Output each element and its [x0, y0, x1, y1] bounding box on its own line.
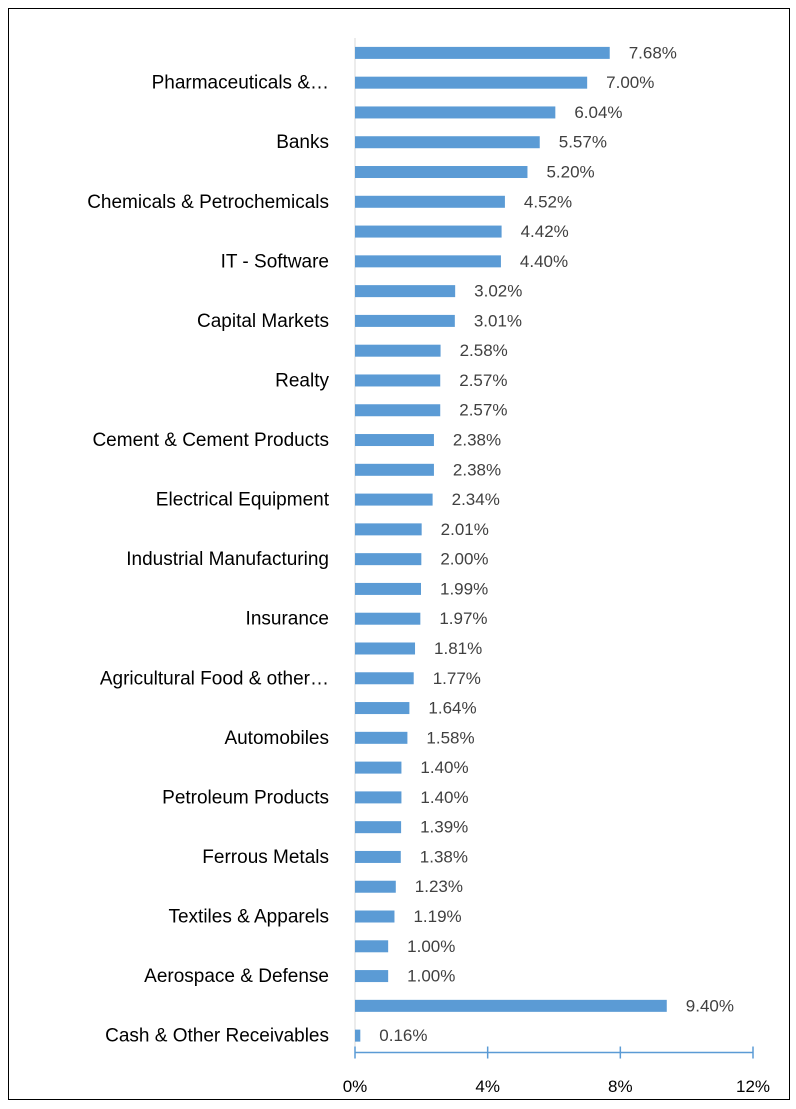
y-tick-label: Automobiles — [224, 728, 329, 749]
y-tick-label: Capital Markets — [197, 311, 329, 332]
value-label: 0.16% — [379, 1026, 427, 1045]
value-label: 1.23% — [415, 877, 463, 896]
value-label: 2.00% — [440, 550, 488, 569]
value-label: 2.01% — [441, 520, 489, 539]
value-label: 1.64% — [428, 699, 476, 718]
bar — [355, 374, 441, 387]
value-label: 7.00% — [606, 73, 654, 92]
x-tick-label: 8% — [608, 1077, 633, 1096]
value-label: 4.52% — [524, 192, 572, 211]
value-label: 9.40% — [686, 996, 734, 1015]
bar — [355, 672, 414, 685]
bar — [355, 612, 421, 625]
y-tick-label: Agricultural Food & other… — [100, 668, 329, 689]
bar — [355, 344, 441, 357]
bar — [355, 791, 402, 804]
bar — [355, 195, 505, 208]
value-label: 1.99% — [440, 579, 488, 598]
bar — [355, 404, 441, 417]
value-label: 1.81% — [434, 639, 482, 658]
value-label: 1.40% — [420, 758, 468, 777]
bar — [355, 314, 455, 327]
value-label: 3.01% — [474, 311, 522, 330]
bar — [355, 761, 402, 774]
value-label: 1.40% — [420, 788, 468, 807]
value-label: 1.39% — [420, 818, 468, 837]
value-label: 2.57% — [459, 401, 507, 420]
bar — [355, 523, 422, 536]
y-tick-label: Electrical Equipment — [156, 490, 330, 511]
bar — [355, 940, 389, 953]
bar — [355, 434, 434, 447]
bar — [355, 582, 422, 595]
x-tick-label: 12% — [736, 1077, 770, 1096]
value-label: 1.77% — [433, 669, 481, 688]
value-label: 5.20% — [546, 162, 594, 181]
bar — [355, 1029, 361, 1042]
value-label: 4.40% — [520, 252, 568, 271]
value-label: 6.04% — [574, 103, 622, 122]
bar — [355, 910, 395, 923]
value-label: 1.38% — [420, 847, 468, 866]
y-tick-label: Insurance — [246, 609, 329, 630]
bar — [355, 255, 501, 268]
y-tick-label: Cement & Cement Products — [92, 430, 329, 451]
value-label: 7.68% — [629, 43, 677, 62]
y-tick-label: Textiles & Apparels — [168, 907, 329, 928]
bar — [355, 225, 502, 238]
value-label: 2.57% — [459, 371, 507, 390]
value-label: 2.38% — [453, 460, 501, 479]
value-label: 3.02% — [474, 282, 522, 301]
y-tick-label: Ferrous Metals — [202, 847, 329, 868]
x-tick-label: 4% — [475, 1077, 500, 1096]
value-label: 1.00% — [407, 967, 455, 986]
y-tick-label: Industrial Manufacturing — [126, 549, 329, 570]
bar — [355, 136, 540, 149]
y-tick-label: IT - Software — [221, 251, 329, 272]
bar — [355, 999, 667, 1012]
bar — [355, 493, 433, 506]
bar — [355, 702, 410, 715]
y-tick-label: Banks — [276, 132, 329, 153]
value-label: 1.00% — [407, 937, 455, 956]
bar — [355, 285, 456, 298]
value-label: 2.34% — [452, 490, 500, 509]
y-tick-label: Realty — [275, 370, 329, 391]
value-label: 2.58% — [460, 341, 508, 360]
y-tick-label: Pharmaceuticals &… — [152, 73, 329, 94]
bar — [355, 642, 416, 655]
y-tick-label: Cash & Other Receivables — [105, 1026, 329, 1047]
x-tick-label: 0% — [343, 1077, 368, 1096]
bar — [355, 166, 528, 179]
value-label: 4.42% — [521, 222, 569, 241]
y-tick-label: Chemicals & Petrochemicals — [87, 192, 329, 213]
value-label: 2.38% — [453, 431, 501, 450]
value-label: 1.97% — [439, 609, 487, 628]
bar — [355, 463, 434, 476]
y-tick-label: Petroleum Products — [162, 787, 329, 808]
bar — [355, 850, 401, 863]
bar — [355, 880, 396, 893]
bar — [355, 553, 422, 566]
value-label: 5.57% — [559, 133, 607, 152]
bar — [355, 46, 610, 59]
y-tick-label: Aerospace & Defense — [144, 966, 329, 987]
bar — [355, 970, 389, 983]
value-label: 1.19% — [413, 907, 461, 926]
value-label: 1.58% — [426, 728, 474, 747]
bar — [355, 731, 408, 744]
bar — [355, 821, 402, 834]
bar — [355, 106, 556, 119]
bar — [355, 76, 588, 89]
